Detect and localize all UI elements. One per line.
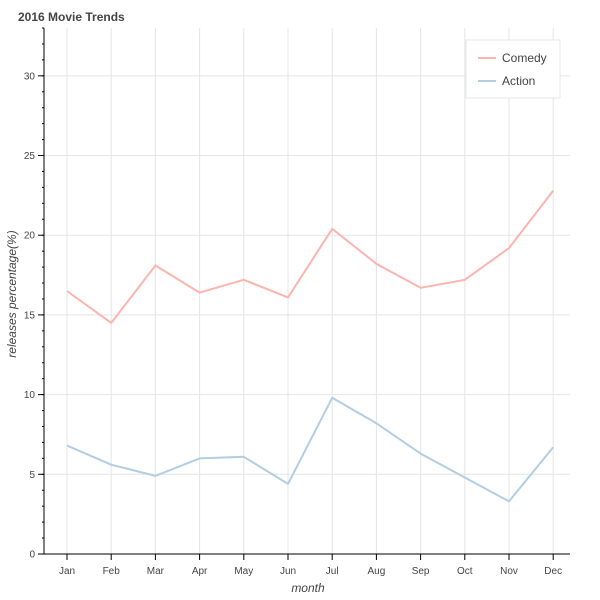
x-tick-label: Aug [368,566,386,577]
x-tick-label: May [234,566,253,577]
x-axis-label: month [291,581,325,595]
x-tick-label: Jun [280,566,296,577]
chart-title: 2016 Movie Trends [18,10,125,24]
x-tick-label: Feb [103,566,121,577]
legend-box [465,39,561,99]
y-tick-label: 15 [24,310,36,321]
legend-label-action: Action [502,74,535,88]
y-tick-label: 25 [24,151,36,162]
x-tick-label: Dec [544,566,562,577]
series-line-comedy [66,189,554,324]
legend: Comedy Action [465,39,561,99]
x-tick-label: Oct [457,566,473,577]
series-line-action [66,396,554,503]
x-tick-label: Jul [326,566,339,577]
x-tick-label: Jan [59,566,75,577]
x-tick-label: Nov [500,566,518,577]
y-tick-label: 5 [29,470,35,481]
series-group [66,189,554,503]
y-axis-label: releases percentage(%) [5,230,19,357]
y-tick-label: 20 [24,231,36,242]
y-tick-label: 30 [24,71,36,82]
legend-label-comedy: Comedy [502,51,547,65]
x-tick-label: Apr [192,566,208,577]
grid [44,28,570,555]
x-tick-label: Mar [147,566,165,577]
axes: 0 5 10 15 20 25 30 Jan Feb Mar Apr May Jun Jul Aug Sep O… [24,27,570,577]
x-tick-label: Sep [412,566,430,577]
y-tick-label: 10 [24,390,36,401]
y-tick-label: 0 [29,550,35,561]
